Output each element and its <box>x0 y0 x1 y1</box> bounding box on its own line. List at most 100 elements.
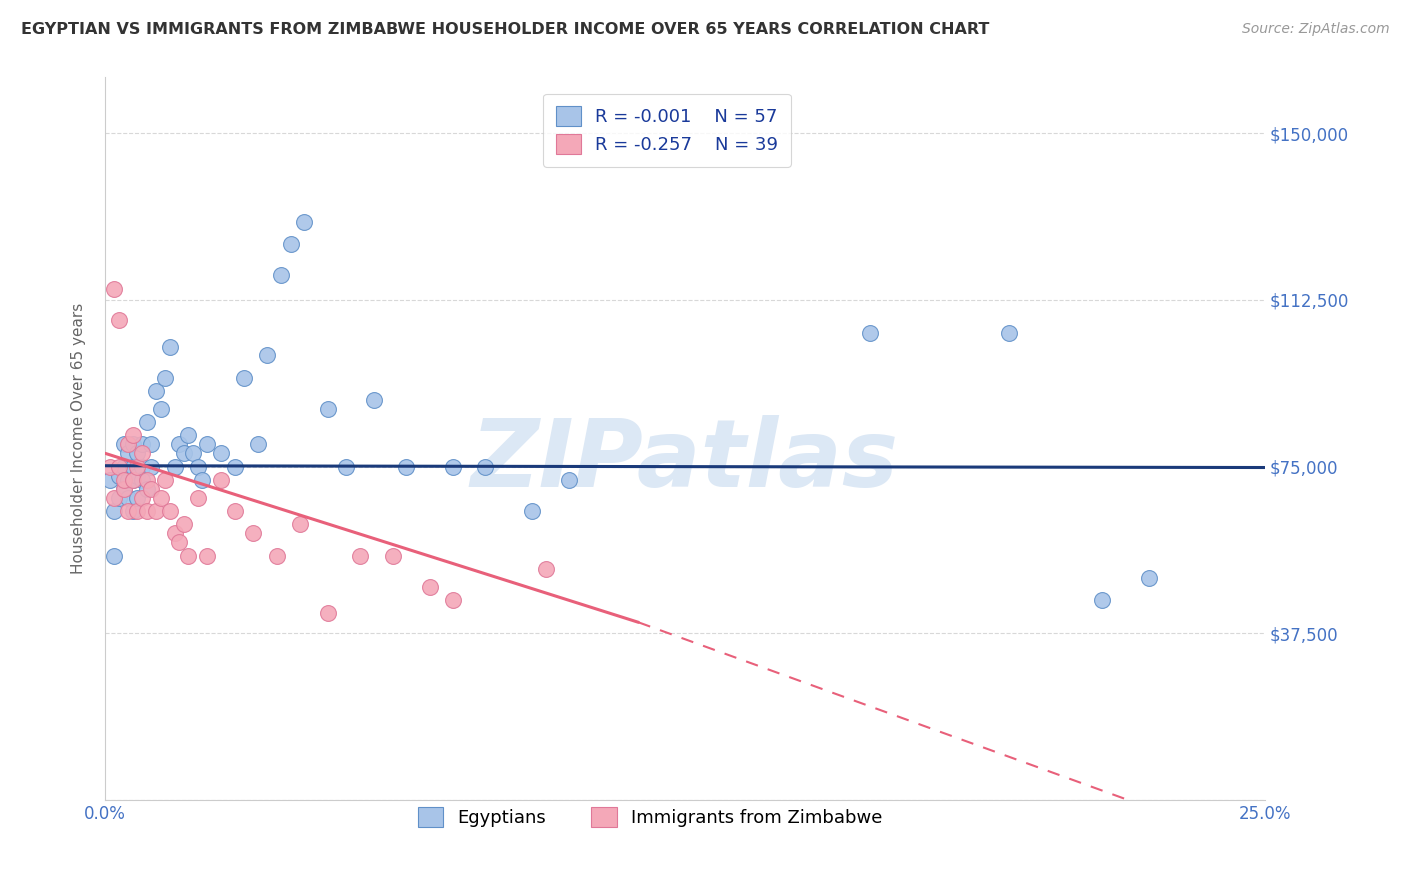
Point <box>117 504 139 518</box>
Point <box>127 459 149 474</box>
Point <box>363 392 385 407</box>
Point <box>1091 593 1114 607</box>
Point <box>998 326 1021 341</box>
Point <box>167 437 190 451</box>
Point <box>266 549 288 563</box>
Point <box>187 459 209 474</box>
Point <box>177 428 200 442</box>
Point <box>419 580 441 594</box>
Legend: Egyptians, Immigrants from Zimbabwe: Egyptians, Immigrants from Zimbabwe <box>411 800 890 835</box>
Text: Source: ZipAtlas.com: Source: ZipAtlas.com <box>1241 22 1389 37</box>
Point <box>280 237 302 252</box>
Point <box>121 437 143 451</box>
Point <box>294 215 316 229</box>
Point <box>135 415 157 429</box>
Point <box>127 491 149 505</box>
Point <box>159 339 181 353</box>
Point <box>191 473 214 487</box>
Point <box>131 437 153 451</box>
Point <box>195 549 218 563</box>
Point <box>98 473 121 487</box>
Point <box>520 504 543 518</box>
Point <box>108 468 131 483</box>
Point <box>121 459 143 474</box>
Point <box>441 593 464 607</box>
Point <box>112 437 135 451</box>
Point <box>242 526 264 541</box>
Point <box>121 428 143 442</box>
Point <box>149 491 172 505</box>
Point <box>117 491 139 505</box>
Point <box>209 473 232 487</box>
Point <box>159 504 181 518</box>
Y-axis label: Householder Income Over 65 years: Householder Income Over 65 years <box>72 303 86 574</box>
Point <box>108 459 131 474</box>
Point <box>103 504 125 518</box>
Point <box>145 384 167 398</box>
Point <box>1137 571 1160 585</box>
Point <box>534 562 557 576</box>
Point <box>558 473 581 487</box>
Point <box>155 473 177 487</box>
Point <box>121 473 143 487</box>
Point <box>127 468 149 483</box>
Point <box>112 459 135 474</box>
Point <box>187 491 209 505</box>
Point <box>108 491 131 505</box>
Point <box>135 482 157 496</box>
Point <box>167 535 190 549</box>
Point <box>121 504 143 518</box>
Point <box>256 348 278 362</box>
Point <box>103 491 125 505</box>
Point <box>233 370 256 384</box>
Point <box>163 459 186 474</box>
Point <box>112 473 135 487</box>
Point <box>474 459 496 474</box>
Point <box>441 459 464 474</box>
Text: EGYPTIAN VS IMMIGRANTS FROM ZIMBABWE HOUSEHOLDER INCOME OVER 65 YEARS CORRELATIO: EGYPTIAN VS IMMIGRANTS FROM ZIMBABWE HOU… <box>21 22 990 37</box>
Point <box>112 482 135 496</box>
Point <box>131 491 153 505</box>
Point <box>173 446 195 460</box>
Point <box>173 517 195 532</box>
Point <box>209 446 232 460</box>
Point <box>112 482 135 496</box>
Point <box>163 526 186 541</box>
Point <box>131 473 153 487</box>
Point <box>98 459 121 474</box>
Point <box>141 459 163 474</box>
Point <box>108 313 131 327</box>
Point <box>349 549 371 563</box>
Point <box>155 370 177 384</box>
Point <box>247 437 270 451</box>
Point <box>135 473 157 487</box>
Point <box>127 446 149 460</box>
Point <box>117 437 139 451</box>
Text: ZIPatlas: ZIPatlas <box>471 415 898 507</box>
Point <box>316 607 339 621</box>
Point <box>224 504 246 518</box>
Point <box>859 326 882 341</box>
Point <box>127 504 149 518</box>
Point <box>141 482 163 496</box>
Point <box>381 549 404 563</box>
Point <box>121 473 143 487</box>
Point <box>177 549 200 563</box>
Point <box>131 459 153 474</box>
Point <box>141 437 163 451</box>
Point <box>316 401 339 416</box>
Point <box>145 504 167 518</box>
Point <box>335 459 357 474</box>
Point <box>288 517 311 532</box>
Point <box>103 549 125 563</box>
Point <box>117 446 139 460</box>
Point <box>195 437 218 451</box>
Point <box>395 459 418 474</box>
Point <box>117 473 139 487</box>
Point <box>270 268 292 283</box>
Point <box>149 401 172 416</box>
Point <box>181 446 204 460</box>
Point <box>131 446 153 460</box>
Point <box>103 282 125 296</box>
Point <box>224 459 246 474</box>
